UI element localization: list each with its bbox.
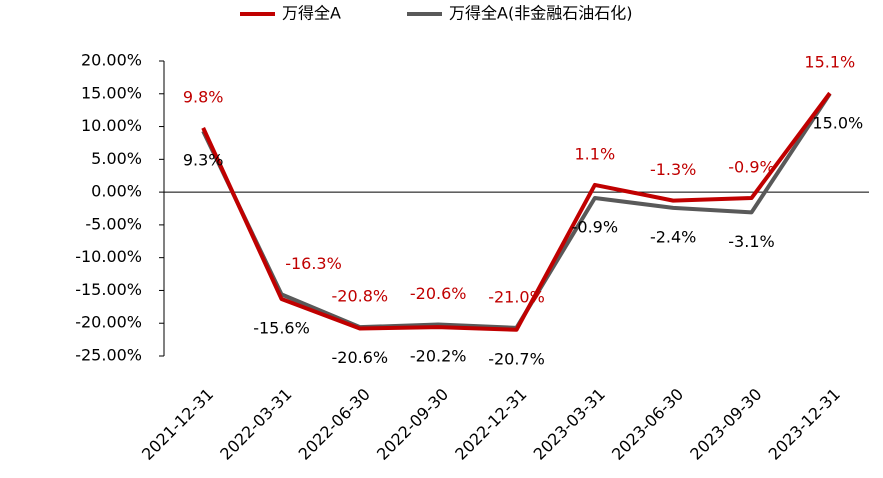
value-label: -1.3% [650,160,696,179]
x-tick-label: 2023-06-30 [608,385,687,464]
value-label: -15.6% [253,318,310,337]
value-label: -20.6% [332,348,389,367]
y-tick-label: 15.00% [81,83,142,102]
value-label: 9.3% [183,151,224,170]
value-label: -20.2% [410,347,467,366]
legend-label: 万得全A(非金融石油石化) [449,4,632,23]
x-tick-label: 2022-06-30 [295,385,374,464]
y-tick-label: 5.00% [91,149,142,168]
x-tick-label: 2021-12-31 [138,385,217,464]
x-tick-label: 2023-12-31 [765,385,844,464]
value-label: -0.9% [728,158,774,177]
value-label: 15.1% [804,53,855,72]
value-label: -3.1% [728,232,774,251]
x-tick-label: 2022-12-31 [451,385,530,464]
y-tick-label: 10.00% [81,116,142,135]
x-tick-label: 2023-09-30 [686,385,765,464]
y-tick-label: 0.00% [91,182,142,201]
value-label: 1.1% [575,144,616,163]
y-tick-label: -15.00% [75,280,142,299]
series-line [201,91,832,332]
value-label: -2.4% [650,227,696,246]
value-label: -20.7% [488,349,545,368]
y-tick-label: -20.00% [75,313,142,332]
value-label: -0.9% [572,218,618,237]
legend-label: 万得全A [282,4,341,23]
value-label: 9.8% [183,87,224,106]
x-tick-label: 2022-09-30 [373,385,452,464]
y-tick-label: -5.00% [85,214,142,233]
x-tick-label: 2022-03-31 [216,385,295,464]
y-tick-label: 20.00% [81,51,142,70]
y-tick-label: -10.00% [75,247,142,266]
x-tick-label: 2023-03-31 [530,385,609,464]
y-tick-label: -25.00% [75,346,142,365]
value-label: -20.8% [332,287,389,306]
value-label: -20.6% [410,284,467,303]
value-label: -16.3% [285,254,342,273]
value-label: -21.0% [488,287,545,306]
value-label: 15.0% [812,113,863,132]
